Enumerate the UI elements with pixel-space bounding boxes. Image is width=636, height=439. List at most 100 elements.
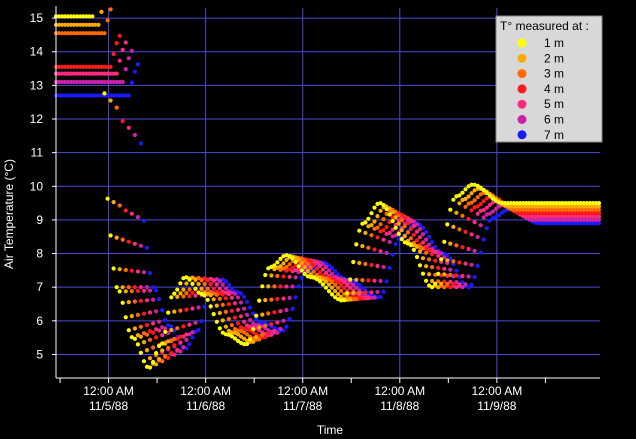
data-point bbox=[56, 22, 62, 27]
data-point bbox=[396, 213, 401, 218]
data-point bbox=[187, 294, 192, 299]
data-point bbox=[478, 250, 483, 255]
data-point bbox=[590, 201, 596, 206]
data-point bbox=[278, 309, 283, 314]
data-point bbox=[290, 265, 295, 270]
data-point bbox=[469, 200, 474, 205]
data-point bbox=[566, 207, 571, 212]
data-point bbox=[56, 14, 62, 19]
data-points bbox=[53, 7, 602, 370]
data-point bbox=[475, 234, 480, 240]
data-point bbox=[263, 335, 268, 340]
data-point bbox=[163, 317, 168, 322]
data-point bbox=[539, 221, 544, 226]
data-point bbox=[566, 214, 571, 219]
data-point bbox=[411, 247, 416, 252]
data-point bbox=[481, 188, 486, 193]
data-point bbox=[63, 93, 68, 98]
data-point bbox=[451, 224, 456, 229]
data-point bbox=[78, 93, 83, 98]
data-point bbox=[66, 93, 71, 98]
data-point bbox=[120, 237, 125, 242]
data-point bbox=[572, 204, 577, 209]
data-point bbox=[472, 220, 477, 225]
data-point bbox=[448, 279, 453, 284]
data-point bbox=[60, 64, 65, 69]
data-point bbox=[499, 210, 504, 215]
data-point bbox=[132, 299, 137, 304]
data-point bbox=[542, 204, 547, 209]
data-point bbox=[242, 294, 247, 299]
data-point bbox=[554, 221, 559, 226]
x-tick-label-date: 11/7/88 bbox=[283, 399, 322, 413]
data-point bbox=[205, 297, 210, 302]
data-point bbox=[138, 298, 143, 303]
data-point bbox=[81, 71, 86, 76]
data-point bbox=[229, 330, 234, 335]
data-point bbox=[542, 221, 547, 226]
data-point bbox=[427, 248, 432, 253]
data-point bbox=[536, 221, 541, 226]
data-point bbox=[339, 298, 344, 303]
data-point bbox=[135, 288, 140, 293]
data-point bbox=[111, 51, 116, 57]
data-point bbox=[475, 183, 480, 188]
data-point bbox=[326, 282, 332, 287]
data-point bbox=[199, 319, 204, 324]
data-point bbox=[169, 324, 174, 329]
data-point bbox=[108, 98, 113, 103]
data-point bbox=[157, 356, 162, 362]
data-point bbox=[481, 199, 486, 204]
data-point bbox=[442, 239, 447, 244]
data-point bbox=[245, 341, 250, 347]
data-point bbox=[281, 296, 286, 301]
data-point bbox=[399, 218, 404, 223]
legend-label: 5 m bbox=[544, 97, 564, 111]
data-point bbox=[123, 289, 128, 294]
data-point bbox=[129, 335, 134, 340]
data-point bbox=[329, 271, 335, 276]
data-point bbox=[166, 355, 171, 360]
data-point bbox=[484, 205, 489, 210]
data-point bbox=[102, 31, 107, 36]
data-point bbox=[63, 71, 68, 76]
data-point bbox=[487, 202, 492, 208]
data-point bbox=[454, 280, 459, 285]
data-point bbox=[166, 345, 171, 350]
data-point bbox=[460, 285, 465, 290]
data-point bbox=[563, 201, 568, 206]
data-point bbox=[575, 207, 580, 212]
data-point bbox=[242, 330, 247, 335]
data-point bbox=[521, 201, 526, 206]
legend-box bbox=[495, 15, 603, 143]
data-point bbox=[569, 204, 574, 209]
data-point bbox=[245, 312, 250, 317]
legend-label: 2 m bbox=[544, 51, 564, 65]
data-point bbox=[226, 302, 231, 307]
data-point bbox=[84, 22, 89, 27]
data-point bbox=[402, 216, 407, 221]
data-point bbox=[548, 211, 553, 216]
data-point bbox=[108, 7, 113, 12]
data-point bbox=[120, 119, 125, 124]
data-point bbox=[466, 246, 471, 252]
data-point bbox=[381, 289, 386, 294]
y-tick-label: 14 bbox=[30, 45, 44, 59]
data-point bbox=[478, 202, 483, 207]
data-point bbox=[466, 274, 471, 279]
data-point bbox=[211, 312, 216, 317]
y-tick-label: 12 bbox=[30, 112, 44, 126]
data-point bbox=[590, 211, 596, 216]
x-tick-label-date: 11/9/88 bbox=[477, 399, 516, 413]
data-point bbox=[296, 264, 301, 269]
data-point bbox=[590, 217, 596, 222]
data-point bbox=[466, 285, 471, 290]
data-point bbox=[536, 207, 541, 212]
data-point bbox=[596, 217, 602, 222]
data-point bbox=[151, 345, 156, 350]
legend-title: T° measured at : bbox=[500, 19, 589, 33]
data-point bbox=[378, 208, 383, 213]
data-point bbox=[590, 214, 596, 219]
data-point bbox=[372, 219, 377, 224]
data-point bbox=[229, 308, 234, 313]
